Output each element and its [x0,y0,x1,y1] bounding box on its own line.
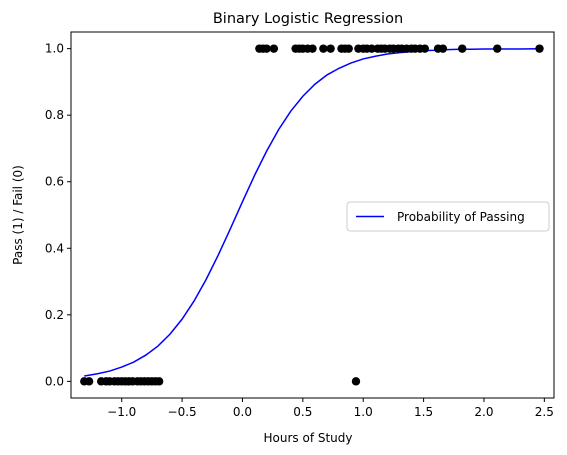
data-point [84,377,94,386]
legend-box [346,201,550,232]
y-tick-label: 0.0 [45,374,64,388]
y-tick-label: 0.6 [45,175,64,189]
plot-area [70,31,555,399]
data-point [420,44,429,53]
data-point [319,44,328,53]
x-tick-label: 1.0 [354,405,373,419]
legend-entry-probability: Probability of Passing [397,210,525,224]
x-axis: −1.0 −0.5 0.0 0.5 1.0 1.5 2.0 2.5 [107,398,554,419]
data-point [458,44,467,53]
chart-title: Binary Logistic Regression [213,11,403,27]
data-point [438,44,448,53]
x-tick-label: −0.5 [168,405,197,419]
data-point [308,44,317,53]
y-tick-label: 0.8 [45,108,64,122]
x-tick-label: 2.0 [474,405,493,419]
data-point [154,377,164,386]
data-point [262,44,271,53]
plot-frame [70,31,555,399]
x-axis-label: Hours of Study [264,431,353,445]
data-point [344,44,353,53]
x-tick-label: −1.0 [107,405,136,419]
data-point [326,44,335,53]
y-axis: 0.0 0.2 0.4 0.6 0.8 1.0 [45,42,71,388]
y-axis-label: Pass (1) / Fail (0) [11,165,25,265]
x-tick-label: 0.5 [293,405,312,419]
x-tick-label: 0.0 [233,405,252,419]
data-point [535,44,544,53]
y-tick-label: 0.2 [45,308,64,322]
x-tick-label: 1.5 [414,405,433,419]
x-tick-label: 2.5 [535,405,554,419]
legend: Probability of Passing [346,201,550,232]
probability-curve [84,47,540,377]
points-layer [80,44,544,386]
data-point [493,44,502,53]
y-tick-label: 0.4 [45,241,64,255]
curve-layer [84,47,540,377]
y-tick-label: 1.0 [45,42,64,56]
data-point [269,44,279,53]
data-point [351,377,361,386]
data-point [367,44,376,53]
